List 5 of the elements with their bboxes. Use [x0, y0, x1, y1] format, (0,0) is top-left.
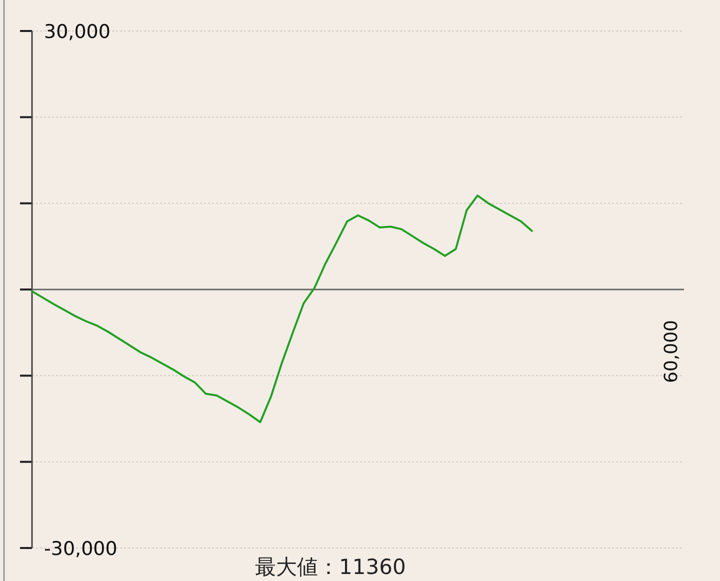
annotation: 60,000	[661, 320, 682, 383]
y-tick-label: -30,000	[44, 538, 118, 560]
text: 最大値：11360	[255, 555, 406, 579]
y-tick-label: 30,000	[44, 21, 110, 43]
line-series	[31, 194, 533, 424]
